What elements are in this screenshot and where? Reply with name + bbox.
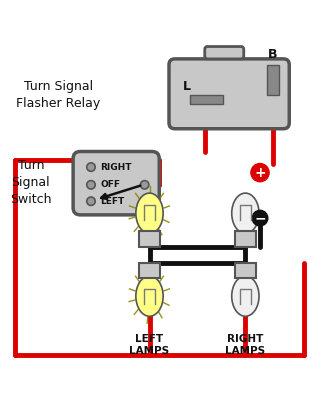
Circle shape <box>251 164 269 182</box>
Text: B: B <box>268 48 278 61</box>
Ellipse shape <box>232 193 259 233</box>
Text: OFF: OFF <box>100 180 120 189</box>
FancyBboxPatch shape <box>73 151 159 215</box>
Circle shape <box>87 163 95 171</box>
Text: L: L <box>183 80 191 93</box>
Circle shape <box>87 197 95 206</box>
FancyBboxPatch shape <box>205 46 244 59</box>
Ellipse shape <box>136 276 163 316</box>
Text: LEFT: LEFT <box>100 197 124 206</box>
Circle shape <box>140 181 149 189</box>
Text: RIGHT: RIGHT <box>100 163 132 172</box>
Bar <box>139 231 160 247</box>
Text: Turn
Signal
Switch: Turn Signal Switch <box>10 159 52 206</box>
Bar <box>235 231 256 247</box>
Bar <box>190 94 223 104</box>
Text: +: + <box>254 166 266 179</box>
Ellipse shape <box>232 276 259 316</box>
Text: RIGHT
LAMPS: RIGHT LAMPS <box>225 334 266 356</box>
Bar <box>235 263 256 278</box>
Text: Turn Signal
Flasher Relay: Turn Signal Flasher Relay <box>16 80 101 109</box>
FancyBboxPatch shape <box>169 59 289 129</box>
Ellipse shape <box>136 193 163 233</box>
Circle shape <box>87 181 95 189</box>
Bar <box>267 66 279 94</box>
Bar <box>139 263 160 278</box>
Circle shape <box>252 210 268 226</box>
Text: −: − <box>254 211 266 225</box>
Text: LEFT
LAMPS: LEFT LAMPS <box>129 334 170 356</box>
